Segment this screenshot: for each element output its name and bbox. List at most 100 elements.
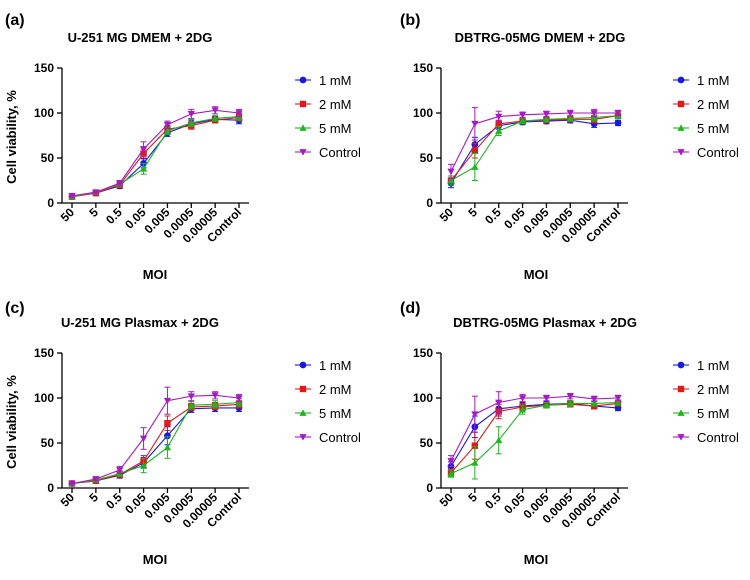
y-tick-label: 0 [426,196,433,210]
x-tick-label: 5 [86,490,101,505]
y-tick-label: 100 [413,106,433,120]
x-axis-label: MOI [524,552,549,567]
data-point [614,119,622,127]
y-tick-label: 50 [420,151,434,165]
data-point [447,458,455,465]
data-point [590,110,598,117]
data-point [566,110,574,117]
legend-marker [299,100,307,108]
data-point [68,192,76,200]
data-point [495,113,503,121]
x-tick-label: 50 [58,490,78,510]
series-line [450,119,619,184]
series-2 [68,112,243,200]
legend-marker [299,409,307,416]
legend-marker [677,149,685,156]
x-tick-label: 50 [437,490,457,510]
data-point [235,110,243,117]
data-point [518,117,527,124]
legend-marker [299,76,307,84]
data-point [614,110,622,117]
series-line [71,116,240,198]
data-point [447,470,455,477]
legend-marker [299,124,307,131]
legend-label: 2 mM [319,97,352,112]
data-point [542,111,551,118]
x-tick-label: 0.5 [103,490,125,512]
legend-marker [677,76,685,84]
panel-2: (c) U-251 MG Plasmax + 2DG 0 50 100 150 50 5 0.5… [4,300,361,567]
y-tick-label: 0 [47,196,54,210]
data-point [471,442,479,449]
series-line [71,401,240,485]
series-line [71,116,240,198]
data-point [566,393,574,400]
data-point [235,398,243,406]
x-axis-label: MOI [524,267,549,282]
legend-marker [299,149,307,156]
legend-label: 1 mM [697,73,730,88]
data-point [116,180,124,187]
data-point [471,459,479,466]
x-tick-label: 50 [58,205,78,225]
data-point [495,120,502,127]
series-0 [68,403,243,487]
series-line [450,115,619,181]
series-line [71,109,240,197]
data-point [116,467,124,474]
legend-marker [299,434,307,441]
y-tick-label: 100 [413,391,433,405]
data-point [187,119,195,126]
legend-label: 1 mM [697,358,730,373]
x-tick-label: 5 [465,490,480,505]
data-point [68,480,76,488]
data-point [495,399,503,407]
y-tick-label: 150 [413,346,433,360]
legend-label: 1 mM [319,73,352,88]
series-2 [447,398,622,480]
series-3 [68,106,243,200]
legend-marker [677,100,685,108]
panel-letter: (c) [5,300,25,317]
legend-label: 2 mM [319,382,352,397]
legend-label: Control [319,145,361,160]
series-1 [68,400,243,487]
y-tick-label: 50 [41,436,55,450]
series-3 [68,386,243,488]
legend-marker [299,385,307,393]
x-axis-label: MOI [143,267,168,282]
data-point [518,111,527,119]
series-0 [447,400,622,472]
legend-label: Control [697,145,739,160]
data-point [92,189,100,196]
panel-letter: (a) [5,12,25,29]
data-point [471,163,479,170]
data-point [542,395,551,402]
legend-label: 5 mM [697,406,730,421]
data-point [139,435,148,443]
x-tick-label: 50 [437,205,457,225]
series-line [450,395,619,462]
data-point [139,146,148,153]
panel-title: U-251 MG Plasmax + 2DG [61,315,219,330]
panel-letter: (b) [400,12,420,29]
legend-marker [677,124,685,131]
legend-marker [677,361,685,369]
series-3 [447,391,622,467]
data-point [163,443,172,451]
y-tick-label: 0 [47,481,54,495]
legend-label: 2 mM [697,382,730,397]
y-tick-label: 150 [34,61,54,75]
x-tick-label: 0.5 [103,205,125,227]
x-tick-label: 5 [465,205,480,220]
y-tick-label: 50 [420,436,434,450]
data-point [187,393,195,400]
legend-label: 5 mM [697,121,730,136]
data-point [92,476,100,483]
data-point [590,399,598,407]
panel-letter: (d) [400,300,420,317]
panel-3: (d) DBTRG-05MG Plasmax + 2DG 0 50 100 150 50 5 0… [400,300,739,567]
legend-label: Control [319,430,361,445]
